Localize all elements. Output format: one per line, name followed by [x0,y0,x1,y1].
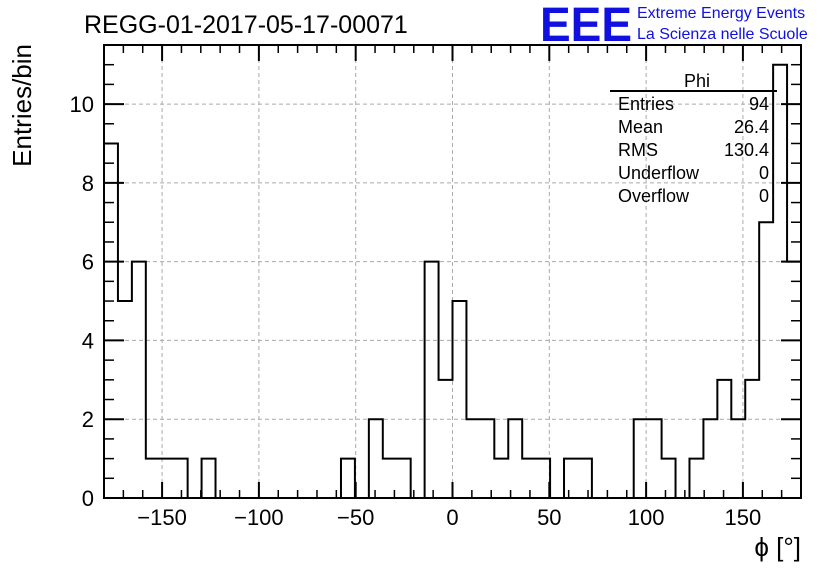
x-tick-label: −100 [234,505,284,530]
y-tick-labels: 0 2 4 6 8 10 [70,92,94,511]
grid-lines [104,45,801,498]
y-axis-label: Entries/bin [7,44,37,167]
stats-row-label: Overflow [618,186,690,206]
y-tick-label: 6 [82,250,94,275]
x-tick-label: 100 [628,505,665,530]
x-tick-label: 50 [537,505,561,530]
chart-title: REGG-01-2017-05-17-00071 [84,11,408,39]
histogram-step-line [103,63,802,499]
y-tick-label: 10 [70,92,94,117]
eee-logo-mark: EEE [540,0,632,52]
stats-row-value: 0 [759,186,769,206]
stats-box-name: Phi [684,71,710,91]
x-tick-label: −50 [337,505,374,530]
plot-frame [103,44,802,499]
stats-row-value: 130.4 [724,140,769,160]
stats-row-label: Mean [618,117,663,137]
stats-rows: Entries 94 Mean 26.4 RMS 130.4 Underflow 0 Overf… [618,94,769,206]
brand-line-1: Extreme Energy Events [637,5,805,22]
stats-row-value: 26.4 [734,117,769,137]
stats-row-value: 94 [749,94,769,114]
x-tick-label: −150 [137,505,187,530]
x-tick-label: 150 [725,505,762,530]
eee-logo: EEE Extreme Energy Events La Scienza nel… [540,0,808,52]
y-tick-label: 2 [82,407,94,432]
x-tick-label: 0 [446,505,458,530]
y-tick-label: 0 [82,486,94,511]
stats-row-label: RMS [618,140,658,160]
stats-row-value: 0 [759,163,769,183]
y-tick-label: 4 [82,328,94,353]
stats-row-label: Underflow [618,163,700,183]
y-tick-label: 8 [82,171,94,196]
stats-box: Phi Entries 94 Mean 26.4 RMS 130.4 Underflow 0 O… [610,71,777,206]
brand-line-2: La Scienza nelle Scuole [637,26,808,43]
x-tick-labels: −150 −100 −50 0 50 100 150 [137,505,761,530]
stats-row-label: Entries [618,94,674,114]
x-axis-label: ϕ [°] [754,532,801,562]
